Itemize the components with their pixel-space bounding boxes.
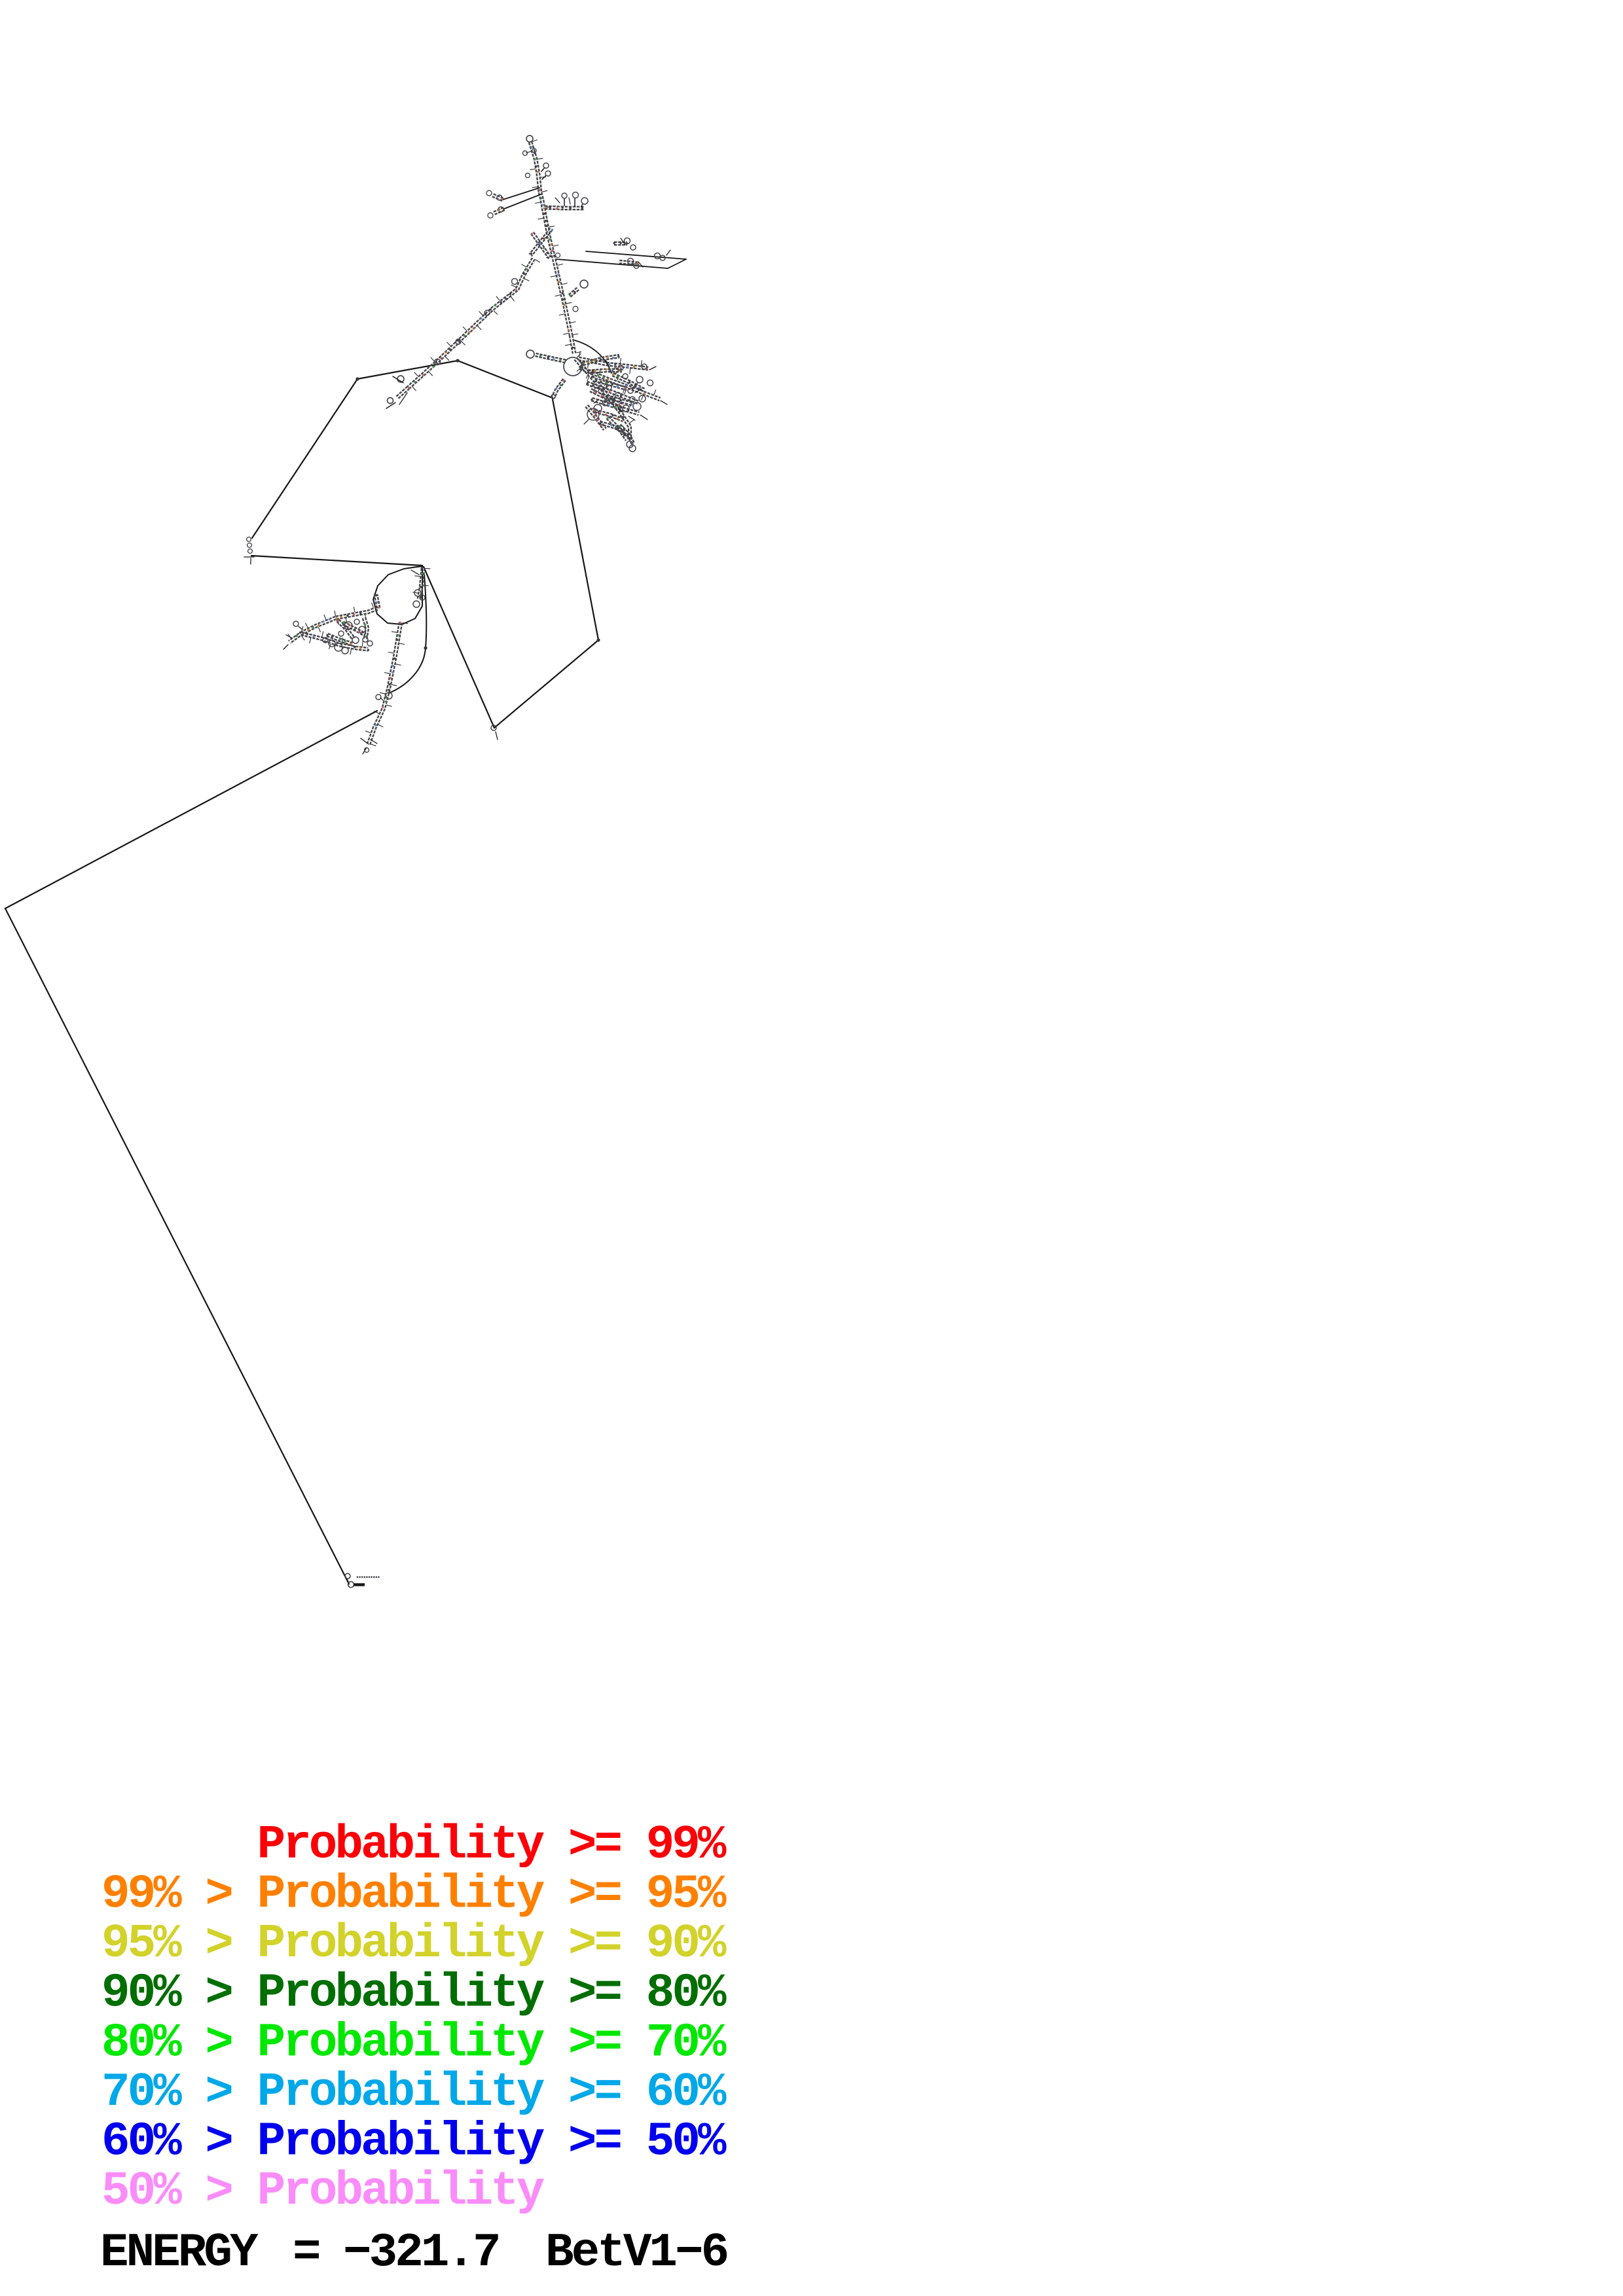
svg-text:90% > Probability >= 80%: 90% > Probability >= 80% [101,1967,727,2020]
svg-text:50% > Probability: 50% > Probability [101,2164,545,2218]
svg-text:95% > Probability >= 90%: 95% > Probability >= 90% [101,1917,727,1971]
svg-text:70% > Probability >= 60%: 70% > Probability >= 60% [101,2066,727,2119]
svg-text:ENERGY: ENERGY [100,2226,259,2280]
svg-text:−321.7: −321.7 [343,2226,499,2280]
svg-text:80% > Probability >= 70%: 80% > Probability >= 70% [101,2016,727,2070]
svg-text:Probability >= 99%: Probability >= 99% [257,1818,727,1872]
svg-text:60% > Probability >= 50%: 60% > Probability >= 50% [101,2115,727,2168]
svg-text:=: = [293,2226,319,2280]
svg-text:99% > Probability >= 95%: 99% > Probability >= 95% [101,1868,727,1922]
svg-text:BetV1−6: BetV1−6 [545,2226,727,2280]
